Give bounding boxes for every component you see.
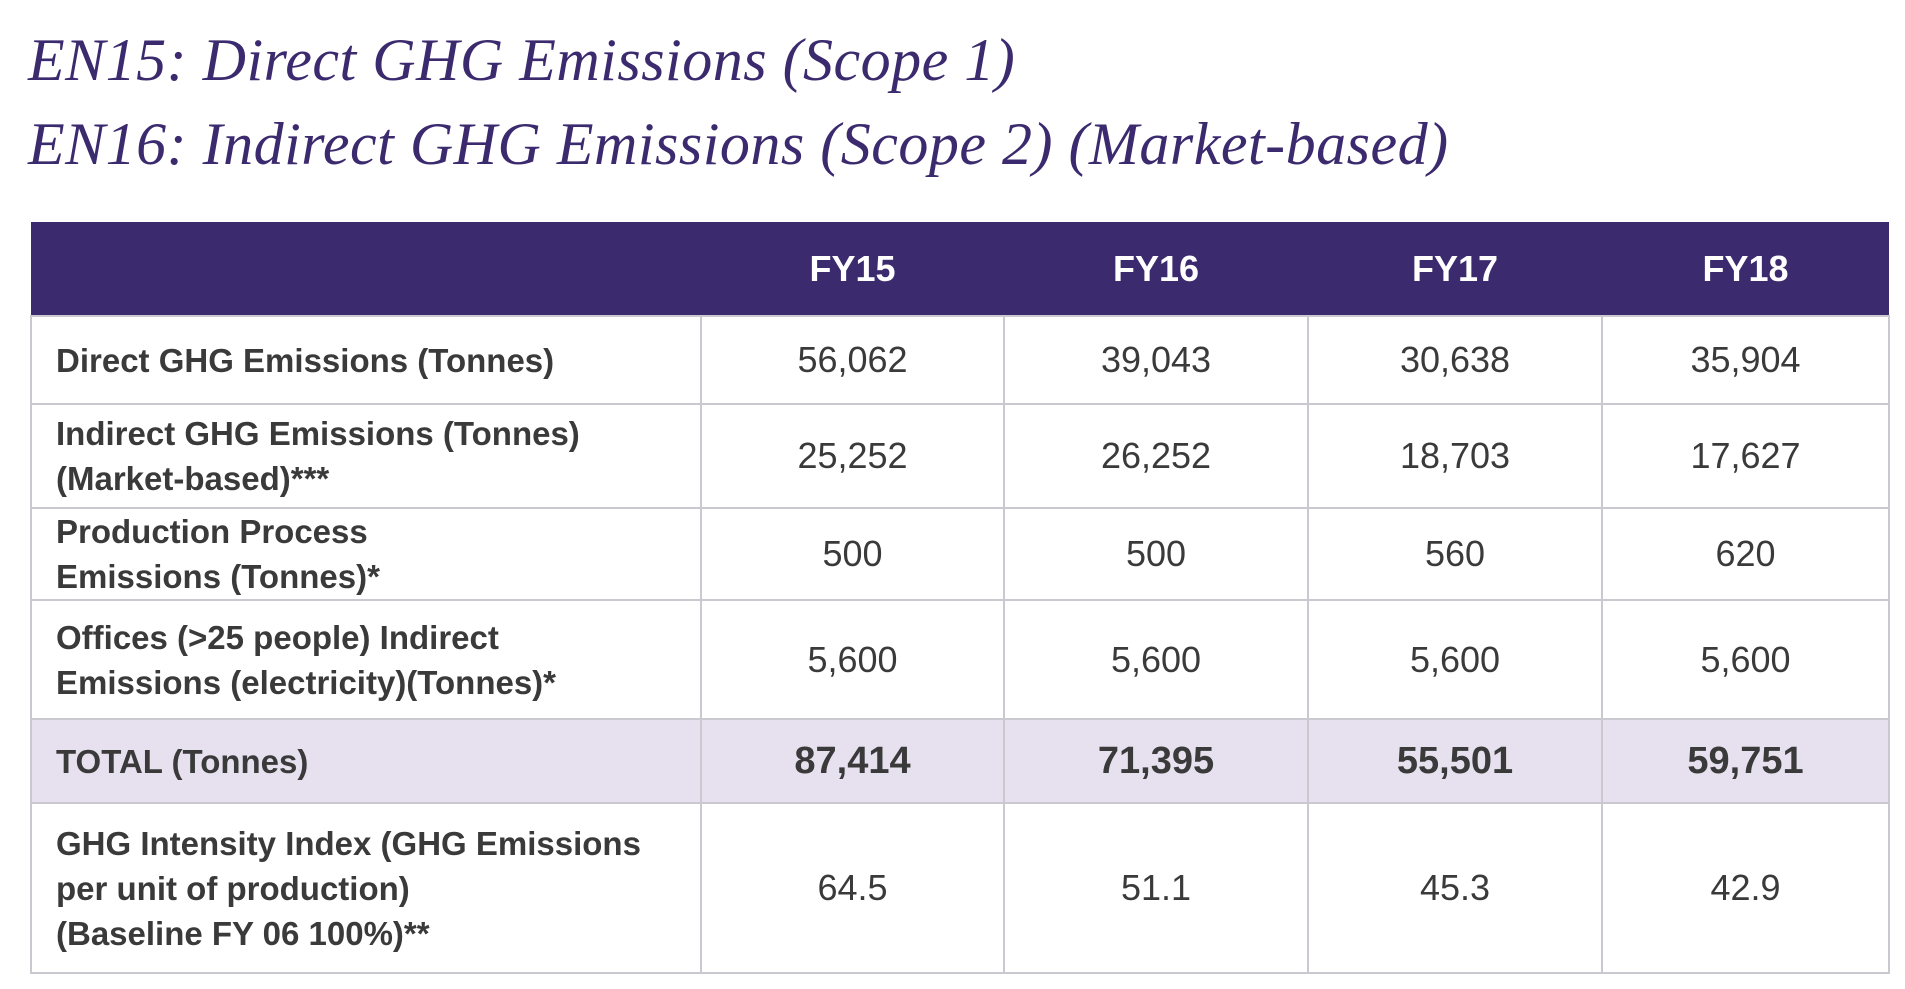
cell-fy17: 18,703 (1307, 403, 1603, 509)
row-label-line: Emissions (Tonnes)* (56, 558, 380, 595)
row-label-line: per unit of production) (56, 869, 410, 907)
cell-fy15: 25,252 (700, 403, 1005, 509)
header-cell-fy18: FY18 (1702, 247, 1789, 289)
table-row-total: TOTAL (Tonnes) 87,414 71,395 55,501 59,7… (30, 718, 1890, 804)
cell-fy17: 5,600 (1307, 599, 1603, 720)
row-label-line: Emissions (electricity)(Tonnes)* (56, 663, 557, 701)
header-cell-fy15: FY15 (809, 247, 896, 289)
row-label-line: GHG Intensity Index (GHG Emissions (56, 824, 641, 862)
cell-fy18: 620 (1601, 507, 1890, 601)
cell-fy16: 5,600 (1003, 599, 1309, 720)
row-label-line: Indirect GHG Emissions (Tonnes) (56, 415, 580, 452)
header-cell-fy17: FY17 (1411, 247, 1499, 289)
cell-fy16: 51.1 (1003, 802, 1309, 974)
cell-fy15: 500 (700, 507, 1005, 601)
cell-fy18: 5,600 (1601, 599, 1890, 720)
row-label-line: Production Process (56, 513, 368, 550)
cell-fy15: 87,414 (700, 718, 1005, 804)
row-label: Offices (>25 people) Indirect Emissions … (30, 599, 702, 720)
cell-fy18: 42.9 (1601, 802, 1890, 974)
cell-fy16: 500 (1003, 507, 1309, 601)
row-label: Production Process Emissions (Tonnes)* (30, 507, 702, 601)
cell-fy16: 26,252 (1003, 403, 1309, 509)
row-label: Indirect GHG Emissions (Tonnes) (Market-… (30, 403, 702, 509)
row-label-line: (Baseline FY 06 100%)** (56, 914, 430, 952)
cell-fy17: 560 (1307, 507, 1603, 601)
cell-fy18: 59,751 (1601, 718, 1890, 804)
table-row-indirect-ghg: Indirect GHG Emissions (Tonnes) (Market-… (30, 403, 1890, 509)
table-row-production-process: Production Process Emissions (Tonnes)* 5… (30, 507, 1890, 601)
table-row-offices: Offices (>25 people) Indirect Emissions … (30, 599, 1890, 720)
table-row-intensity-index: GHG Intensity Index (GHG Emissions per u… (30, 802, 1890, 974)
title-line-2: EN16: Indirect GHG Emissions (Scope 2) (… (28, 111, 1449, 177)
row-label-line: Direct GHG Emissions (Tonnes) (56, 341, 555, 379)
row-label: GHG Intensity Index (GHG Emissions per u… (30, 802, 702, 974)
cell-fy15: 5,600 (700, 599, 1005, 720)
cell-fy17: 30,638 (1307, 315, 1603, 405)
cell-fy16: 71,395 (1003, 718, 1309, 804)
row-label-line: TOTAL (Tonnes) (56, 742, 309, 780)
cell-fy17: 55,501 (1307, 718, 1603, 804)
emissions-table: FY15 FY16 FY17 FY18 Direct GHG Emissions… (30, 222, 1890, 974)
cell-fy15: 64.5 (700, 802, 1005, 974)
cell-fy16: 39,043 (1003, 315, 1309, 405)
row-label-line: Offices (>25 people) Indirect (56, 618, 499, 656)
cell-fy18: 17,627 (1601, 403, 1890, 509)
page-title: EN15: Direct GHG Emissions (Scope 1) EN1… (28, 18, 1449, 186)
table-row-direct-ghg: Direct GHG Emissions (Tonnes) 56,062 39,… (30, 315, 1890, 405)
title-line-1: EN15: Direct GHG Emissions (Scope 1) (28, 27, 1016, 93)
row-label: TOTAL (Tonnes) (30, 718, 702, 804)
cell-fy18: 35,904 (1601, 315, 1890, 405)
cell-fy15: 56,062 (700, 315, 1005, 405)
cell-fy17: 45.3 (1307, 802, 1603, 974)
table-header-row: FY15 FY16 FY17 FY18 (31, 222, 1889, 316)
row-label-line: (Market-based)*** (56, 460, 330, 497)
header-cell-fy16: FY16 (1112, 247, 1200, 289)
row-label: Direct GHG Emissions (Tonnes) (30, 315, 702, 405)
header-cell-blank (31, 222, 701, 316)
